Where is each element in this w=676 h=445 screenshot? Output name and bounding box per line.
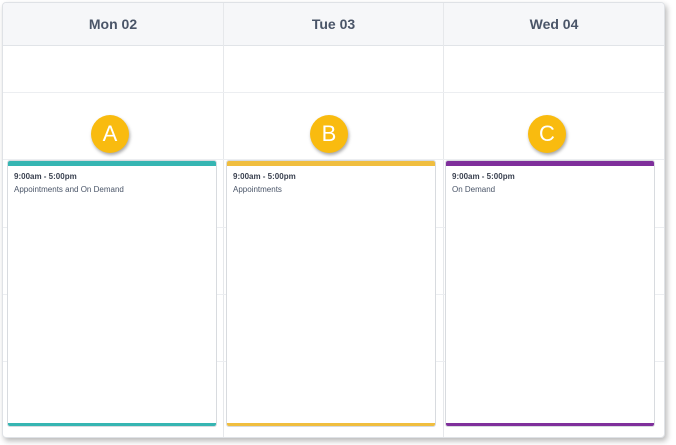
block-color-bar xyxy=(227,161,435,166)
block-color-bar xyxy=(8,161,216,166)
annotation-badge-c: C xyxy=(528,115,566,153)
block-time: 9:00am - 5:00pm xyxy=(233,172,296,181)
block-color-bar xyxy=(446,423,654,426)
block-color-bar xyxy=(446,161,654,166)
hour-gridline xyxy=(3,159,664,160)
column-divider xyxy=(223,3,224,437)
block-type: Appointments xyxy=(233,185,282,194)
annotation-badge-a: A xyxy=(91,115,129,153)
day-header-wed[interactable]: Wed 04 xyxy=(529,16,579,32)
block-time: 9:00am - 5:00pm xyxy=(14,172,77,181)
block-type: Appointments and On Demand xyxy=(14,185,124,194)
availability-block-mon[interactable]: 9:00am - 5:00pm Appointments and On Dema… xyxy=(7,160,217,427)
day-header-tue[interactable]: Tue 03 xyxy=(311,16,356,32)
block-color-bar xyxy=(227,423,435,426)
calendar-week-view: Mon 02 Tue 03 Wed 04 A B C 9:00am - 5:00… xyxy=(2,2,665,438)
calendar-header: Mon 02 Tue 03 Wed 04 xyxy=(3,3,664,46)
block-type: On Demand xyxy=(452,185,496,194)
day-header-mon[interactable]: Mon 02 xyxy=(88,16,138,32)
block-color-bar xyxy=(8,423,216,426)
block-time: 9:00am - 5:00pm xyxy=(452,172,515,181)
annotation-badge-b: B xyxy=(310,115,348,153)
column-divider xyxy=(443,3,444,437)
availability-block-tue[interactable]: 9:00am - 5:00pm Appointments xyxy=(226,160,436,427)
hour-gridline xyxy=(3,92,664,93)
availability-block-wed[interactable]: 9:00am - 5:00pm On Demand xyxy=(445,160,655,427)
